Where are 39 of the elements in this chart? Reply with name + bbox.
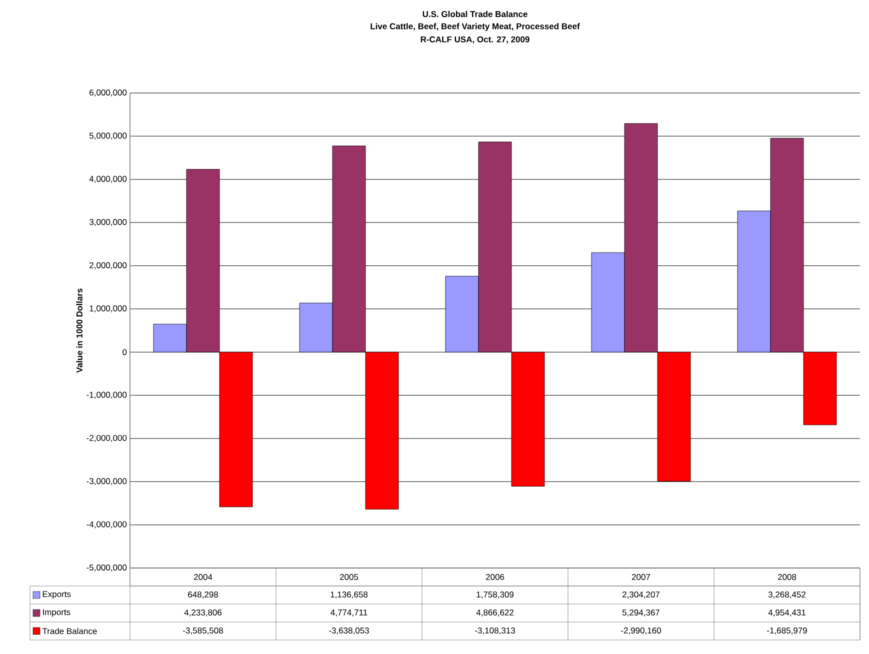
y-axis-title: Value in 1000 Dollars — [76, 288, 82, 373]
y-tick-label: -3,000,000 — [86, 478, 127, 486]
y-tick-label: 0 — [122, 349, 127, 356]
y-tick-label: 4,000,000 — [89, 176, 127, 183]
x-tick-label: 2004 — [194, 574, 212, 580]
data-label: 648,298 — [188, 591, 218, 599]
legend-label: Trade Balance — [42, 628, 97, 634]
y-tick-label: -2,000,000 — [86, 434, 127, 442]
data-label: 4,954,431 — [768, 609, 806, 617]
data-label: 4,774,711 — [330, 610, 368, 616]
y-tick-label: -5,000,000 — [86, 564, 127, 572]
data-label: 5,294,367 — [622, 609, 660, 617]
x-tick-label: 2007 — [632, 574, 650, 580]
y-tick-label: 1,000,000 — [90, 305, 127, 312]
y-tick-label: 2,000,000 — [90, 262, 127, 270]
data-label: 3,268,452 — [768, 591, 806, 599]
y-tick-label: -1,000,000 — [86, 392, 127, 399]
data-label: -3,108,313 — [475, 627, 515, 635]
chart-subtitle: Live Cattle, Beef, Beef Variety Meat, Processed Beef — [370, 23, 580, 31]
x-tick-label: 2008 — [778, 574, 796, 580]
y-tick-label: 6,000,000 — [90, 89, 127, 96]
text: R-CALF USA, Oct. 27, 2009 — [420, 36, 530, 44]
data-label: -3,585,508 — [183, 627, 223, 635]
data-label: -1,685,979 — [767, 627, 807, 635]
data-label: 1,136,658 — [330, 591, 368, 599]
y-tick-label: -4,000,000 — [86, 521, 127, 528]
x-tick-label: 2006 — [486, 574, 504, 580]
data-label: -2,990,160 — [621, 627, 661, 635]
data-label: 4,233,806 — [184, 609, 222, 617]
chart-title: U.S. Global Trade Balance — [422, 10, 528, 18]
legend-label: Exports — [42, 591, 71, 599]
data-label: 1,758,309 — [476, 591, 514, 599]
y-tick-label: 5,000,000 — [90, 132, 127, 140]
y-tick-label: 3,000,000 — [89, 219, 127, 226]
legend-label: Imports — [42, 609, 70, 617]
x-tick-label: 2005 — [340, 574, 358, 580]
data-label: 2,304,207 — [622, 591, 660, 599]
data-label: 4,866,622 — [476, 609, 514, 617]
data-label: -3,638,053 — [329, 627, 369, 635]
